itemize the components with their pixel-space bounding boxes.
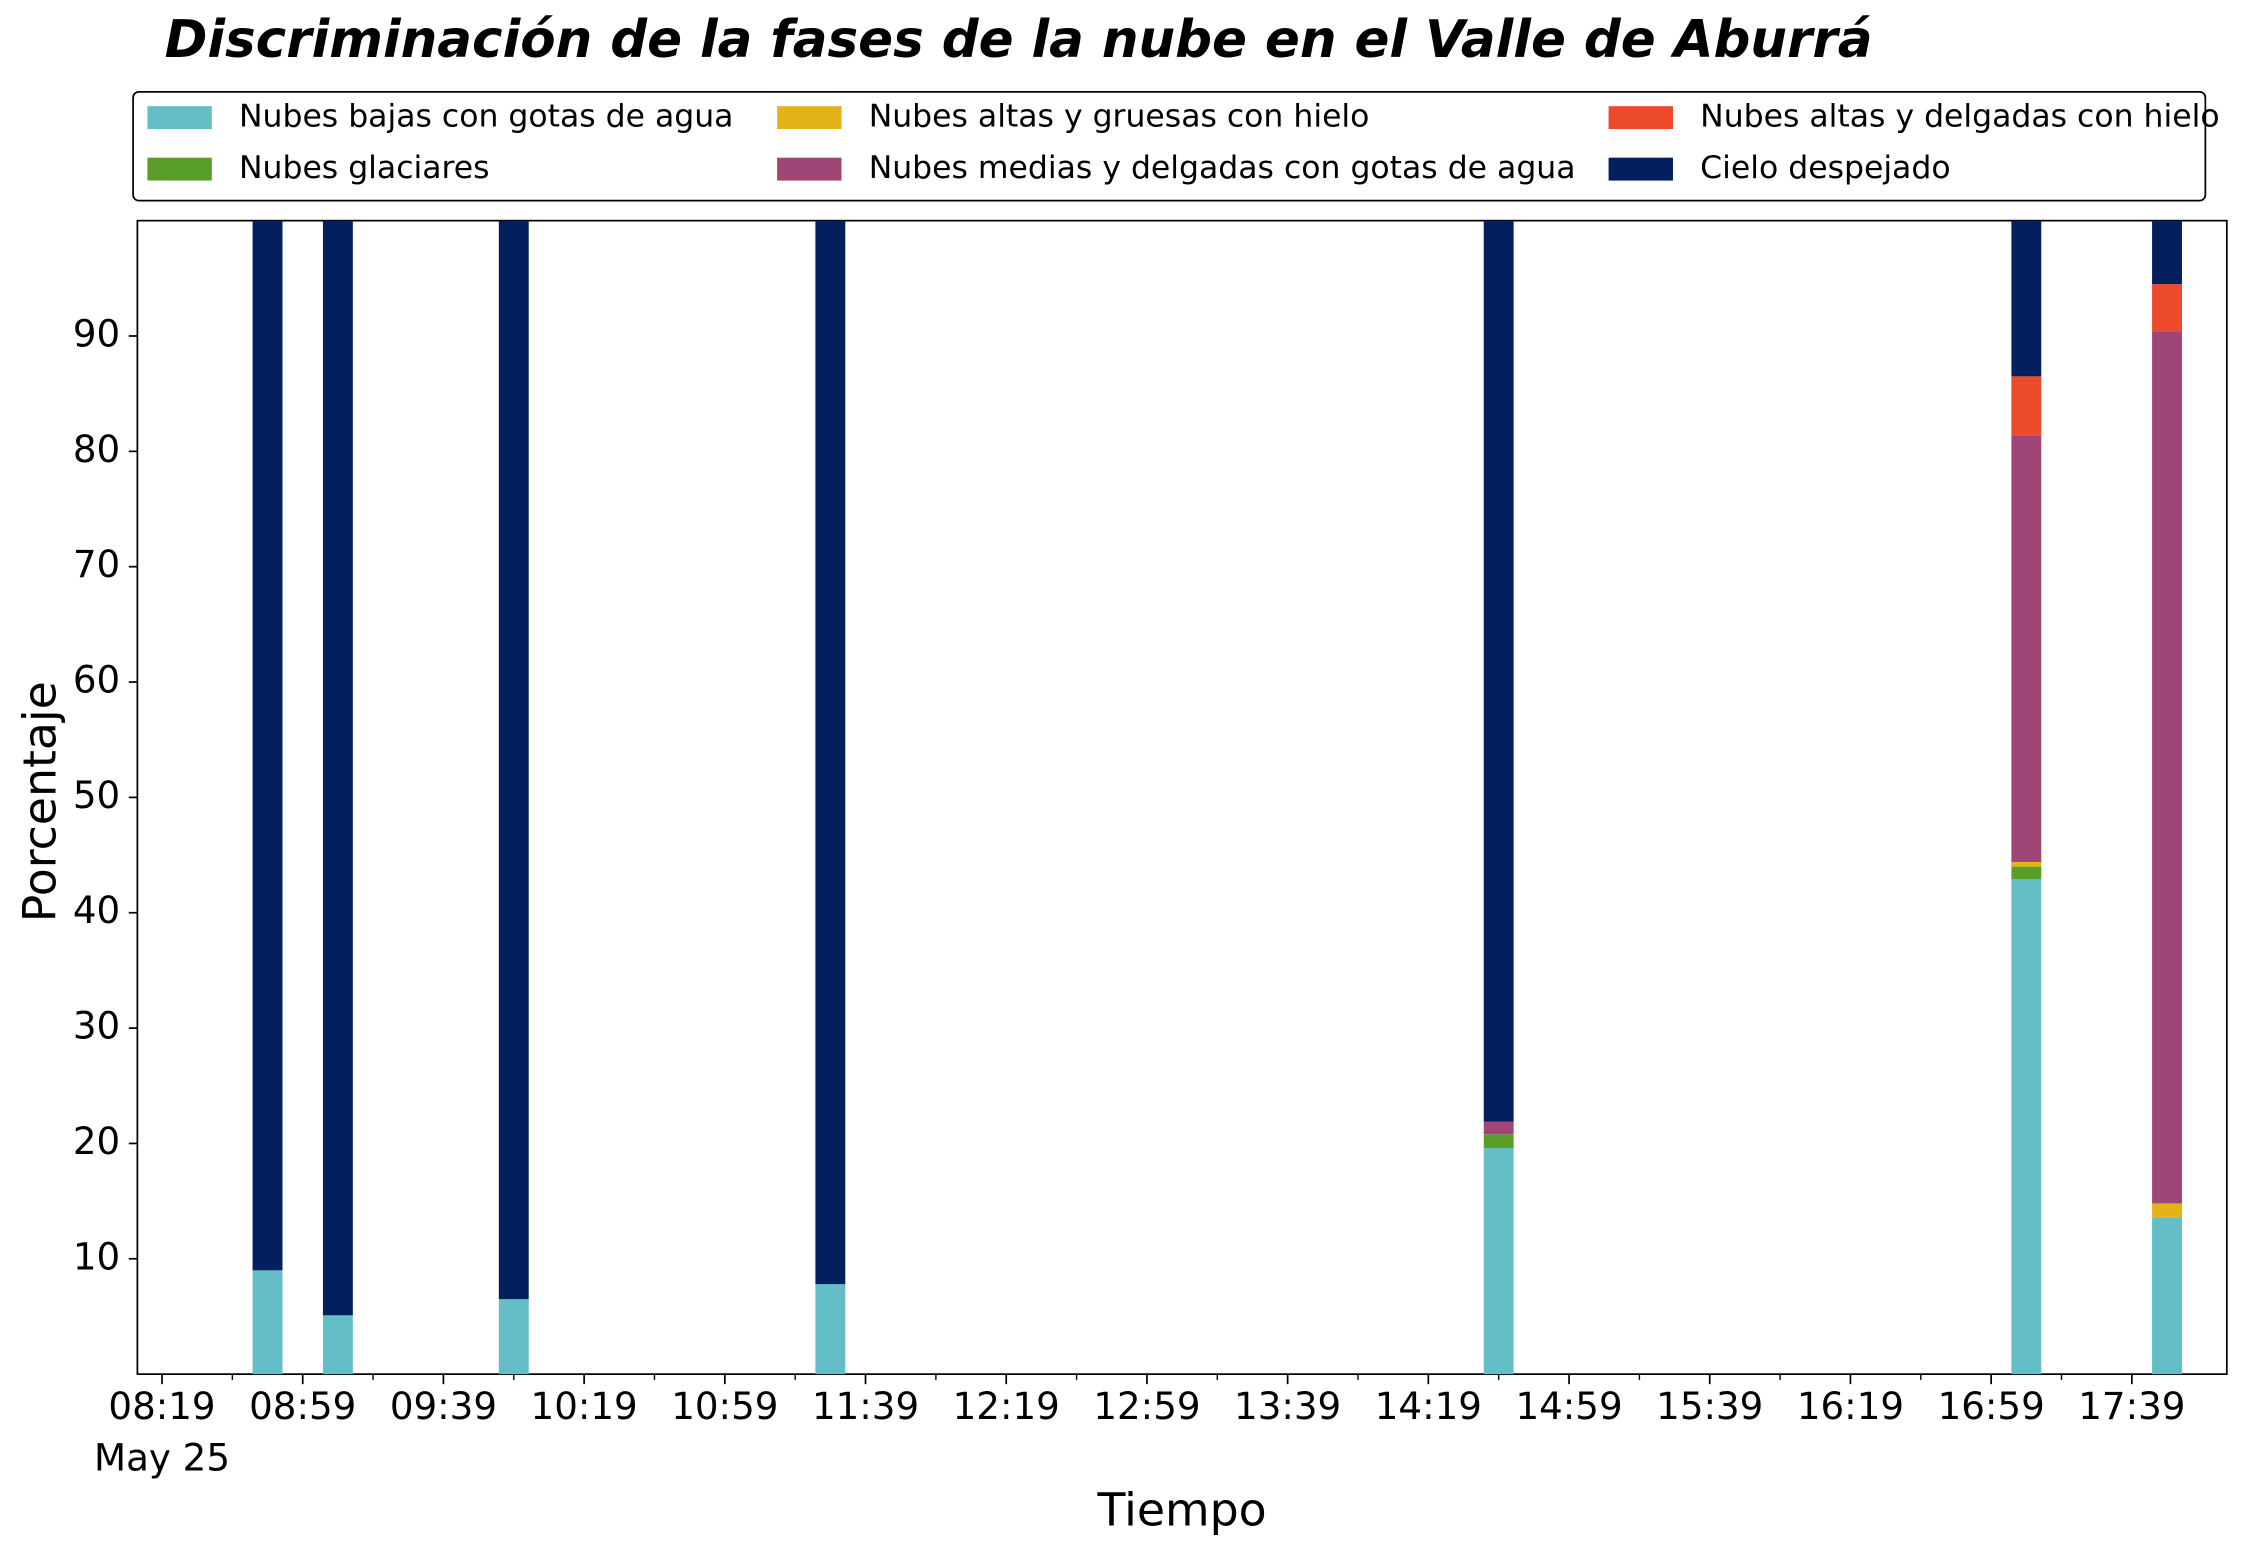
- y-tick-label: 90: [73, 311, 120, 355]
- legend-swatch: [1608, 106, 1673, 130]
- bar-segment: [2152, 1203, 2182, 1218]
- y-axis-label: Porcentaje: [12, 681, 66, 922]
- legend-swatch: [777, 157, 842, 181]
- x-tick-label: 16:19: [1797, 1384, 1904, 1428]
- legend-label: Nubes glaciares: [239, 150, 490, 186]
- bar-segment: [1483, 220, 1514, 1122]
- bar-segment: [1483, 1134, 1514, 1149]
- y-tick-label: 70: [73, 542, 120, 586]
- bar-segment: [1483, 1148, 1514, 1375]
- bar-segment: [252, 1270, 283, 1375]
- bar-segment: [2011, 435, 2042, 862]
- bar-segment: [2152, 284, 2182, 332]
- x-tick-label: 16:59: [1938, 1384, 2045, 1428]
- x-tick-label: 15:39: [1656, 1384, 1763, 1428]
- legend-label: Nubes altas y gruesas con hielo: [869, 99, 1370, 135]
- bar-segment: [2011, 376, 2042, 436]
- y-tick-label: 80: [73, 427, 120, 471]
- y-tick-label: 60: [73, 658, 120, 702]
- bar-segment: [1483, 1121, 1514, 1135]
- y-tick-label: 20: [73, 1119, 120, 1163]
- legend-swatch: [777, 106, 842, 130]
- bar-segment: [2011, 879, 2042, 1375]
- bar-segment: [322, 1315, 353, 1375]
- x-tick-label: 08:19: [108, 1384, 215, 1428]
- x-tick-label: 12:19: [953, 1384, 1060, 1428]
- plot-frame: [136, 219, 2228, 1375]
- bar-segment: [2011, 861, 2042, 867]
- bar-segment: [815, 220, 846, 1285]
- x-date-label: May 25: [94, 1435, 230, 1479]
- x-tick-label: 13:39: [1234, 1384, 1341, 1428]
- legend-swatch: [1608, 157, 1673, 181]
- legend-box: [132, 90, 2207, 202]
- legend-swatch: [147, 157, 212, 181]
- bar-segment: [252, 220, 283, 1271]
- chart-title: Discriminación de la fases de la nube en…: [165, 10, 1873, 70]
- y-tick-label: 10: [73, 1234, 120, 1278]
- y-tick-label: 30: [73, 1004, 120, 1048]
- legend-label: Cielo despejado: [1700, 150, 1950, 186]
- bar-segment: [2011, 220, 2042, 377]
- legend-label: Nubes bajas con gotas de agua: [239, 99, 733, 135]
- x-tick-label: 10:19: [531, 1384, 638, 1428]
- bar-segment: [2152, 331, 2182, 1204]
- x-tick-label: 14:59: [1515, 1384, 1622, 1428]
- x-axis-label: Tiempo: [1097, 1482, 1267, 1536]
- bar-segment: [2011, 866, 2042, 880]
- bar-segment: [815, 1284, 846, 1375]
- x-tick-label: 11:39: [812, 1384, 919, 1428]
- bar-segment: [498, 220, 529, 1300]
- bar-segment: [2152, 220, 2182, 285]
- x-tick-label: 10:59: [671, 1384, 778, 1428]
- x-tick-label: 08:59: [249, 1384, 356, 1428]
- bar-segment: [498, 1299, 529, 1375]
- legend-label: Nubes medias y delgadas con gotas de agu…: [869, 150, 1576, 186]
- legend-swatch: [147, 106, 212, 130]
- bar-segment: [2152, 1217, 2182, 1375]
- legend-label: Nubes altas y delgadas con hielo: [1700, 99, 2219, 135]
- x-tick-label: 14:19: [1375, 1384, 1482, 1428]
- y-tick-label: 40: [73, 888, 120, 932]
- x-tick-label: 12:59: [1093, 1384, 1200, 1428]
- bar-segment: [322, 220, 353, 1316]
- y-tick-label: 50: [73, 773, 120, 817]
- x-tick-label: 17:39: [2078, 1384, 2185, 1428]
- x-tick-label: 09:39: [390, 1384, 497, 1428]
